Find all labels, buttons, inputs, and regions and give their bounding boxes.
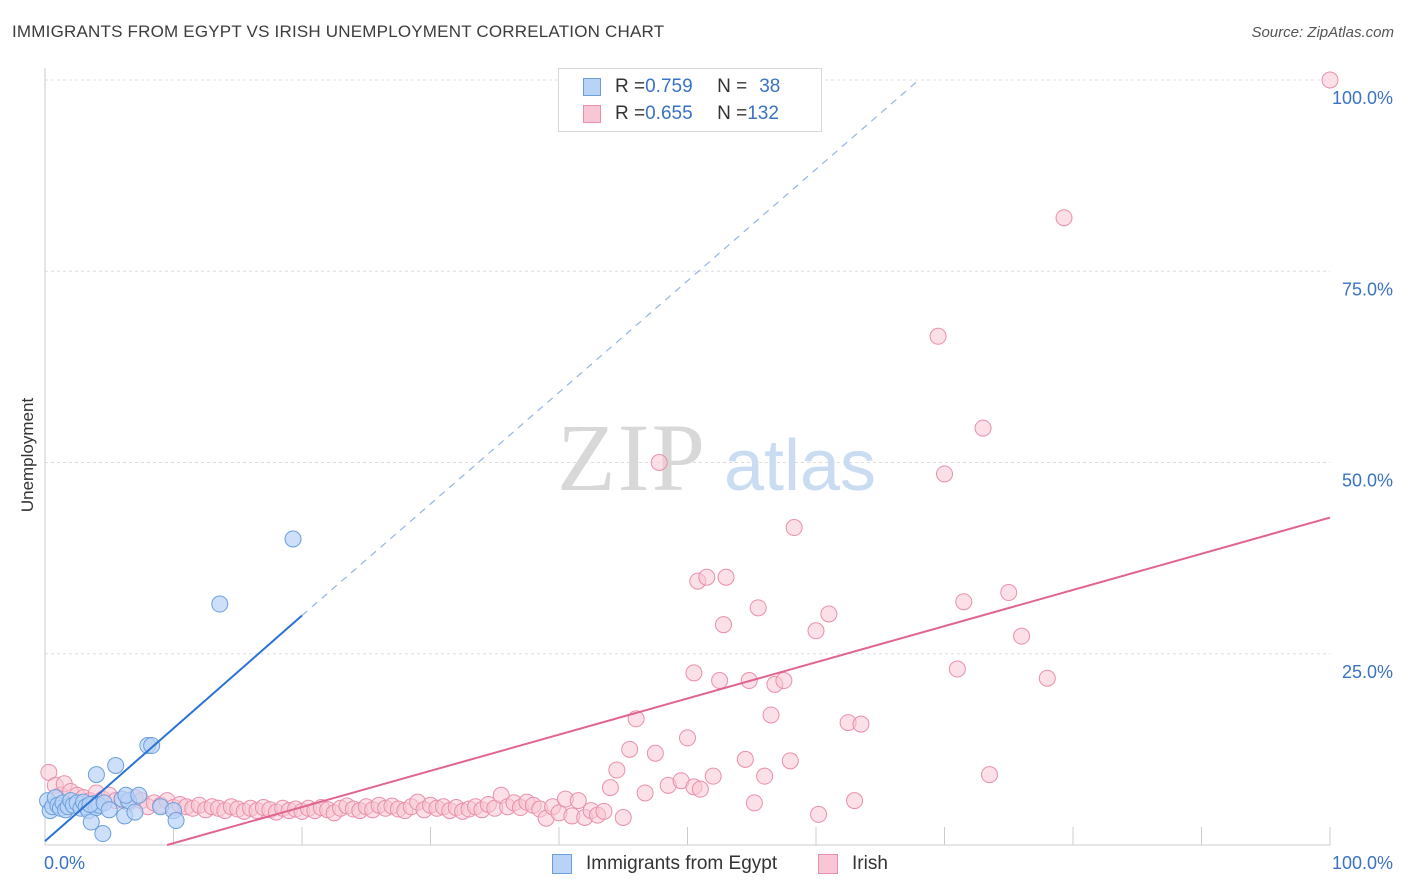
egypt-trend-extension [301, 79, 920, 616]
chart-title: IMMIGRANTS FROM EGYPT VS IRISH UNEMPLOYM… [12, 22, 665, 41]
legend-r-value: 0.655 [645, 103, 693, 124]
legend-n-value: 38 [759, 76, 781, 97]
irish-point [810, 805, 828, 823]
irish-point [698, 568, 716, 586]
legend-swatch-irish [583, 105, 601, 123]
irish-point [745, 794, 763, 812]
irish-point [621, 740, 639, 758]
irish-point [1013, 627, 1031, 645]
correlation-legend: R = 0.759 N = 38 R = 0.655 N = 132 [558, 68, 822, 132]
y-tick-label: 75.0% [1342, 279, 1393, 299]
egypt-point [81, 795, 99, 813]
irish-point [691, 780, 709, 798]
irish-point [1038, 669, 1056, 687]
irish-point [762, 706, 780, 724]
irish-point [846, 792, 864, 810]
irish-point [749, 599, 767, 617]
irish-point [595, 802, 613, 820]
egypt-point [130, 786, 148, 804]
irish-point [650, 454, 668, 471]
x-tick-label: 0.0% [44, 853, 85, 873]
irish-point [608, 761, 626, 779]
irish-point [679, 729, 696, 747]
series-legend-egypt[interactable]: Immigrants from Egypt [552, 852, 777, 876]
gridlines [45, 79, 1330, 655]
irish-trend-line [166, 516, 1331, 846]
legend-n-value: 132 [747, 103, 779, 124]
irish-point [601, 779, 619, 797]
y-tick-label: 100.0% [1332, 88, 1393, 108]
irish-point [756, 767, 774, 785]
irish-point [852, 715, 870, 733]
irish-point [936, 465, 953, 483]
egypt-point [126, 803, 144, 821]
watermark: ZIP atlas [557, 404, 876, 511]
irish-point [717, 568, 735, 586]
watermark-atlas: atlas [724, 426, 876, 506]
legend-r-label: R = [615, 76, 646, 97]
irish-point [636, 784, 654, 802]
series-swatch-irish [818, 854, 838, 874]
x-tick-label: 100.0% [1332, 853, 1393, 873]
legend-row-egypt: R = 0.759 N = 38 [583, 76, 780, 98]
irish-point [714, 616, 732, 634]
egypt-point [87, 766, 105, 784]
axes [44, 68, 1331, 846]
irish-point [775, 672, 793, 690]
tick-labels: 25.0% 50.0% 75.0% 100.0% 0.0% 100.0% [44, 88, 1393, 873]
egypt-trend-line [44, 614, 303, 842]
legend-row-irish: R = 0.655 N = 132 [583, 103, 779, 125]
irish-point [569, 792, 587, 810]
legend-swatch-egypt [583, 78, 601, 96]
irish-point [948, 660, 966, 678]
irish-point [1055, 209, 1073, 227]
irish-point [955, 593, 973, 611]
irish-point [785, 519, 803, 537]
irish-point [614, 808, 632, 826]
irish-points [40, 71, 1339, 827]
irish-point [807, 622, 825, 640]
irish-point [704, 767, 722, 785]
series-label-irish: Irish [852, 853, 888, 874]
series-swatch-egypt [552, 854, 572, 874]
series-legend-irish[interactable]: Irish [818, 852, 888, 876]
legend-r-label: R = [615, 103, 646, 124]
y-tick-label: 50.0% [1342, 471, 1393, 491]
egypt-point [284, 530, 302, 548]
irish-point [974, 419, 992, 437]
watermark-zip: ZIP [557, 404, 707, 511]
irish-point [1000, 584, 1018, 602]
egypt-point [211, 595, 229, 613]
irish-point [820, 605, 838, 623]
irish-point [980, 766, 998, 784]
legend-r-value: 0.759 [645, 76, 693, 97]
irish-point [711, 672, 729, 690]
series-label-egypt: Immigrants from Egypt [586, 853, 778, 874]
legend-n-label: N = [717, 76, 748, 97]
source-credit: Source: ZipAtlas.com [1251, 24, 1394, 41]
irish-point [736, 750, 754, 768]
y-tick-label: 25.0% [1342, 662, 1393, 682]
irish-point [929, 327, 947, 345]
egypt-point [143, 737, 161, 755]
egypt-points [39, 530, 302, 843]
irish-point [685, 664, 703, 682]
egypt-point [107, 756, 125, 774]
irish-point [646, 744, 664, 762]
irish-point [1321, 71, 1339, 89]
egypt-point [94, 825, 112, 843]
egypt-point [100, 801, 118, 819]
egypt-point [167, 812, 185, 830]
legend-n-label: N = [717, 103, 748, 124]
trend-lines [44, 79, 1331, 846]
irish-point [781, 752, 799, 770]
